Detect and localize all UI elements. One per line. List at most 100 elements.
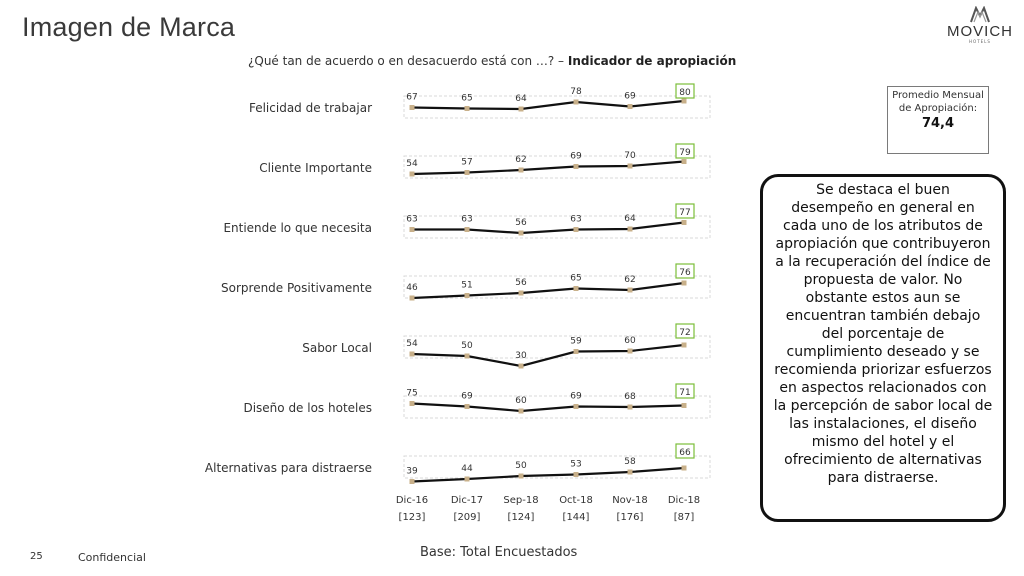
data-label: 68 bbox=[624, 392, 636, 402]
highlight-box bbox=[675, 263, 695, 279]
series-label: Alternativas para distraerse bbox=[204, 461, 372, 475]
series-line bbox=[411, 402, 685, 413]
data-label: 60 bbox=[624, 336, 636, 346]
data-point bbox=[518, 290, 524, 296]
sample-size-label: [209] bbox=[454, 512, 481, 523]
data-label: 39 bbox=[406, 467, 418, 477]
sample-size-label: [123] bbox=[399, 512, 426, 523]
data-label: 64 bbox=[515, 94, 527, 104]
base-note: Base: Total Encuestados bbox=[420, 545, 578, 560]
data-point bbox=[518, 230, 524, 236]
data-point bbox=[518, 167, 524, 173]
data-point bbox=[464, 404, 470, 409]
data-point bbox=[681, 403, 687, 408]
data-point bbox=[409, 171, 415, 177]
series-line bbox=[411, 160, 685, 176]
series-label: Sorprende Positivamente bbox=[221, 281, 372, 295]
data-label: 53 bbox=[570, 460, 581, 470]
data-point bbox=[573, 404, 579, 409]
data-point bbox=[518, 363, 524, 369]
series-line bbox=[411, 281, 685, 300]
data-point bbox=[681, 280, 687, 286]
data-label: 54 bbox=[406, 339, 418, 349]
data-label: 62 bbox=[515, 155, 526, 165]
average-value: 74,4 bbox=[921, 116, 955, 131]
x-tick-label: Oct-18 bbox=[559, 495, 593, 506]
data-label: 63 bbox=[461, 215, 472, 225]
data-point bbox=[409, 227, 415, 232]
data-point bbox=[681, 159, 687, 164]
data-point bbox=[573, 349, 579, 354]
data-point bbox=[518, 106, 524, 112]
brand-logo: MOVICH HOTELS bbox=[940, 6, 1020, 44]
series-label: Entiende lo que necesita bbox=[223, 221, 372, 235]
data-point bbox=[464, 227, 470, 232]
data-point bbox=[573, 286, 579, 291]
series-line bbox=[411, 343, 685, 368]
data-label: 72 bbox=[679, 328, 690, 338]
data-label: 62 bbox=[624, 275, 635, 285]
data-label: 57 bbox=[461, 158, 472, 168]
data-point bbox=[573, 227, 579, 232]
data-point bbox=[518, 473, 524, 479]
question-highlight: Indicador de apropiación bbox=[567, 54, 737, 68]
data-point bbox=[573, 472, 579, 477]
data-point bbox=[627, 104, 633, 109]
data-label: 44 bbox=[461, 464, 473, 474]
data-label: 69 bbox=[624, 92, 636, 102]
data-point bbox=[464, 293, 470, 298]
data-label: 80 bbox=[679, 88, 691, 98]
insight-callout: Se destaca el buen desempeño en general … bbox=[760, 174, 1006, 522]
data-point bbox=[409, 479, 415, 484]
series-band bbox=[403, 215, 711, 239]
series-band bbox=[403, 455, 711, 479]
data-label: 77 bbox=[679, 208, 690, 218]
data-point bbox=[409, 105, 415, 110]
data-point bbox=[627, 226, 633, 232]
series-band bbox=[403, 395, 711, 419]
data-label: 78 bbox=[570, 87, 582, 97]
data-label: 64 bbox=[624, 214, 636, 224]
series-band bbox=[403, 155, 711, 179]
series-band bbox=[403, 95, 711, 119]
data-point bbox=[627, 163, 633, 169]
data-point bbox=[627, 348, 633, 354]
data-label: 50 bbox=[515, 461, 527, 471]
average-label: Promedio Mensual de Apropiación: bbox=[892, 90, 984, 114]
confidential-label: Confidencial bbox=[78, 551, 146, 564]
data-point bbox=[681, 342, 687, 348]
data-label: 30 bbox=[515, 351, 527, 361]
highlight-box bbox=[675, 83, 695, 99]
data-label: 69 bbox=[461, 392, 473, 402]
highlight-box bbox=[675, 383, 695, 399]
data-label: 56 bbox=[515, 218, 527, 228]
series-label: Sabor Local bbox=[302, 341, 372, 355]
highlight-box bbox=[675, 443, 695, 459]
data-label: 63 bbox=[570, 215, 581, 225]
data-point bbox=[464, 170, 470, 175]
highlight-box bbox=[675, 323, 695, 339]
data-label: 75 bbox=[406, 389, 417, 399]
data-label: 65 bbox=[570, 274, 581, 284]
highlight-box bbox=[675, 203, 695, 219]
data-point bbox=[627, 404, 633, 410]
chart-question: ¿Qué tan de acuerdo o en desacuerdo está… bbox=[248, 54, 736, 68]
data-label: 50 bbox=[461, 341, 473, 351]
data-label: 69 bbox=[570, 392, 582, 402]
data-point bbox=[681, 220, 687, 225]
data-point bbox=[681, 465, 687, 471]
highlight-box bbox=[675, 143, 695, 159]
data-point bbox=[464, 476, 470, 482]
series-label: Cliente Importante bbox=[259, 161, 372, 175]
x-tick-label: Nov-18 bbox=[612, 495, 648, 506]
logo-subtext: HOTELS bbox=[969, 39, 991, 44]
data-label: 56 bbox=[515, 278, 527, 288]
data-point bbox=[464, 106, 470, 111]
data-label: 76 bbox=[679, 268, 691, 278]
series-line bbox=[412, 221, 685, 235]
data-label: 70 bbox=[624, 151, 636, 161]
data-label: 71 bbox=[679, 388, 690, 398]
data-label: 54 bbox=[406, 159, 418, 169]
sample-size-label: [176] bbox=[617, 512, 644, 523]
